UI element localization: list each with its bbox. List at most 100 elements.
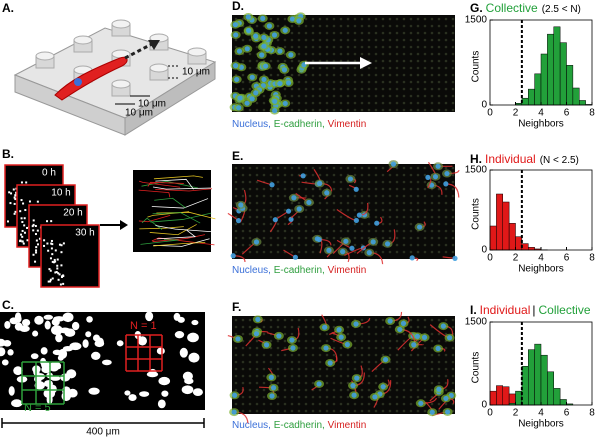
track — [149, 224, 197, 236]
nucleus — [336, 327, 342, 333]
pillar-dot — [444, 215, 448, 219]
pillar-dot — [290, 187, 294, 191]
pillar-dot — [381, 166, 385, 170]
pillar-dot — [451, 215, 455, 219]
pillar-dot — [311, 73, 315, 77]
pillar-dot — [360, 52, 364, 56]
nucleus — [253, 331, 260, 337]
pillar-dot — [311, 339, 315, 343]
pillar-dot — [234, 402, 238, 406]
pillar-dot — [423, 395, 427, 399]
pillar-dot — [234, 194, 238, 198]
nucleus — [443, 395, 449, 402]
pillar-dot — [262, 381, 266, 385]
pillar-dot — [290, 360, 294, 364]
pillar-dot — [332, 66, 336, 70]
pillar-dot — [381, 101, 385, 105]
pillar-dot — [290, 229, 294, 233]
pillar-dot — [430, 381, 434, 385]
pillar-dot — [353, 87, 357, 91]
track — [138, 180, 181, 188]
pillar-top — [111, 79, 131, 89]
pillar-dot — [409, 38, 413, 42]
pillar-dot — [395, 45, 399, 49]
cell-dot — [48, 268, 51, 271]
pillar-dot — [430, 229, 434, 233]
pillar-dot — [297, 360, 301, 364]
pillar-dot — [360, 332, 364, 336]
nucleus — [34, 381, 46, 390]
pillar-dot — [325, 332, 329, 336]
pillar-dot — [353, 208, 357, 212]
pillar-dot — [283, 381, 287, 385]
pillar-dot — [332, 94, 336, 98]
pillar-dot — [388, 66, 392, 70]
pillar-dot — [353, 236, 357, 240]
pillar-dot — [444, 374, 448, 378]
pillar-dot — [409, 208, 413, 212]
pillar-dot — [451, 80, 455, 84]
pillar-dot — [325, 24, 329, 28]
pillar-dot — [325, 66, 329, 70]
pillar-dot — [367, 229, 371, 233]
nucleus — [44, 320, 51, 330]
pillar-dot — [374, 381, 378, 385]
pillar-dot — [290, 108, 294, 112]
neighbor-count: N = 5 — [24, 402, 51, 414]
pillar-dot — [255, 45, 259, 49]
pillar-dot — [318, 201, 322, 205]
nucleus — [292, 254, 299, 260]
pillar-dot — [409, 66, 413, 70]
pillar-dot — [451, 87, 455, 91]
cell-dot — [26, 226, 29, 229]
panel-label: D. — [232, 0, 244, 13]
pillar-dot — [241, 38, 245, 42]
cell-dot — [20, 181, 23, 184]
nucleus — [231, 392, 238, 398]
pillar-dot — [339, 353, 343, 357]
pillar-dot — [409, 101, 413, 105]
pillar-dot — [360, 395, 364, 399]
cell-dot — [32, 229, 35, 232]
pillar-dot — [360, 180, 364, 184]
pillar-dot — [318, 101, 322, 105]
nucleus — [261, 34, 267, 41]
track — [154, 197, 186, 209]
pillar-dot — [451, 166, 455, 170]
pillar-dot — [325, 173, 329, 177]
pillar-dot — [283, 402, 287, 406]
nucleus — [253, 33, 259, 39]
pillar-dot — [451, 52, 455, 56]
nucleus — [173, 312, 181, 321]
histogram-bar — [496, 193, 503, 251]
pillar-dot — [325, 87, 329, 91]
pillar-dot — [374, 87, 378, 91]
histogram-bar — [496, 385, 503, 406]
pillar-dot — [276, 17, 280, 21]
nucleus — [435, 345, 441, 352]
pillar-dot — [339, 402, 343, 406]
cell-dot — [53, 258, 56, 261]
pillar-dot — [339, 45, 343, 49]
pillar-dot — [332, 180, 336, 184]
pillar-dot — [332, 24, 336, 28]
pillar-dot — [437, 395, 441, 399]
pillar-dot — [374, 59, 378, 63]
pillar-dot — [283, 332, 287, 336]
pillar-dot — [353, 173, 357, 177]
cell-dot — [35, 239, 38, 242]
track — [147, 181, 184, 187]
pillar-dot — [332, 236, 336, 240]
nucleus — [156, 347, 165, 355]
pillar-dot — [276, 374, 280, 378]
pillar-dot — [388, 222, 392, 226]
pillar-dot — [381, 353, 385, 357]
pillar-dot — [311, 222, 315, 226]
nucleus — [188, 352, 200, 363]
cell-dot — [22, 242, 25, 245]
pillar-dot — [381, 73, 385, 77]
x-tick-label: 4 — [538, 108, 544, 119]
pillar-dot — [241, 87, 245, 91]
pillar-dot — [304, 222, 308, 226]
pillar-dot — [444, 243, 448, 247]
